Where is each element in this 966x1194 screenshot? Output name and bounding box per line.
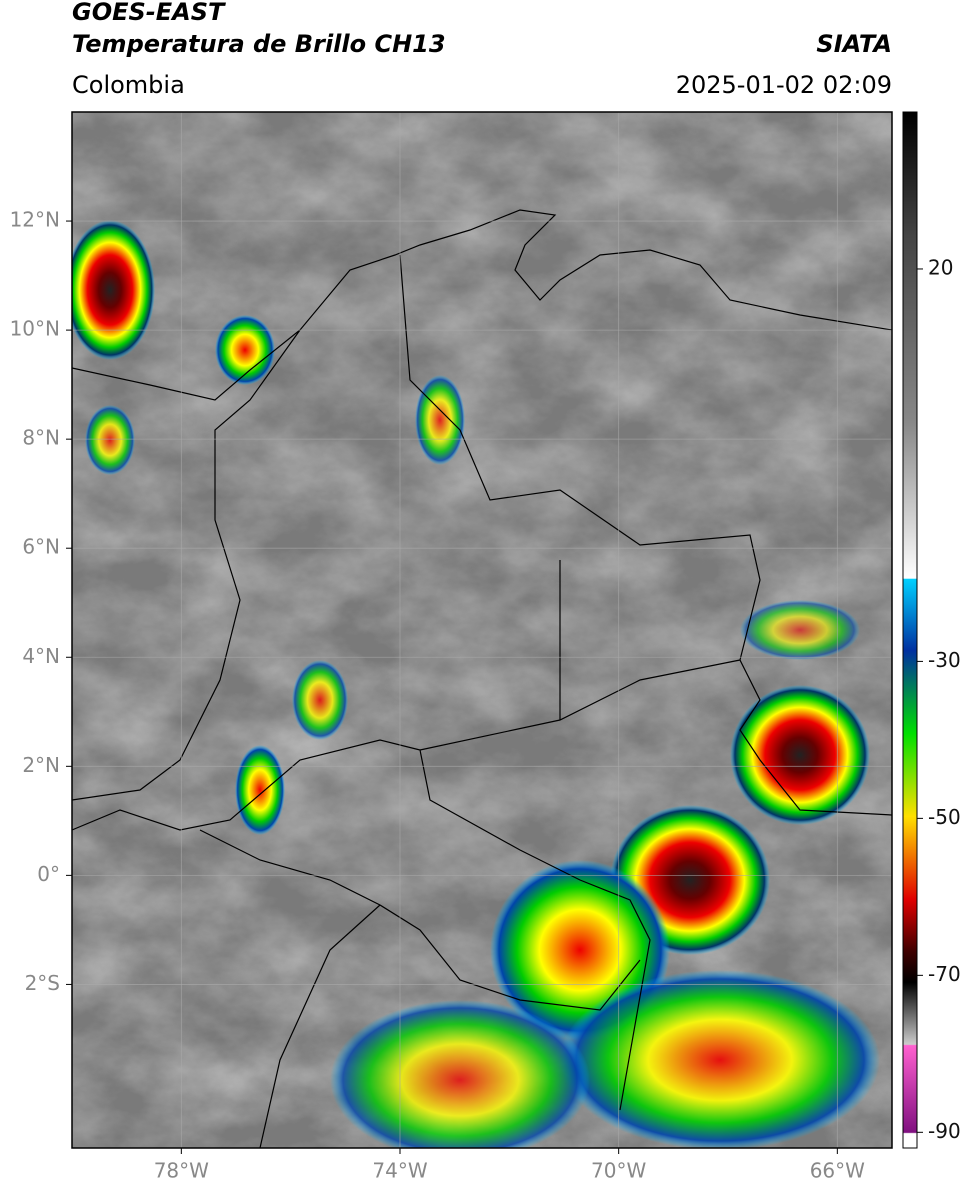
colorbar-label: -70 [928, 962, 961, 986]
title: GOES-EAST [72, 0, 226, 26]
colorbar-label: -30 [928, 648, 961, 672]
datetime: 2025-01-02 02:09 [676, 71, 892, 99]
y-tick-label: 10°N [10, 317, 60, 341]
colorbar-label: -90 [928, 1119, 961, 1143]
y-tick-label: 2°N [22, 753, 60, 777]
x-tick-label: 66°W [810, 1159, 865, 1183]
colorbar-label: -50 [928, 805, 961, 829]
map-frame [71, 111, 893, 1149]
x-tick-label: 74°W [372, 1159, 427, 1183]
y-tick-label: 6°N [22, 535, 60, 559]
satellite-image [72, 112, 892, 1148]
y-tick-label: 2°S [25, 971, 60, 995]
colorbar-label: 20 [928, 255, 953, 279]
y-tick-label: 12°N [10, 208, 60, 232]
region: Colombia [72, 71, 185, 99]
y-tick-label: 0° [37, 862, 60, 886]
y-tick-label: 4°N [22, 644, 60, 668]
x-tick-label: 78°W [154, 1159, 209, 1183]
colorbar [902, 111, 918, 1149]
x-tick-label: 70°W [591, 1159, 646, 1183]
source: SIATA [816, 30, 892, 58]
y-tick-label: 8°N [22, 426, 60, 450]
subtitle: Temperatura de Brillo CH13 [72, 30, 446, 58]
